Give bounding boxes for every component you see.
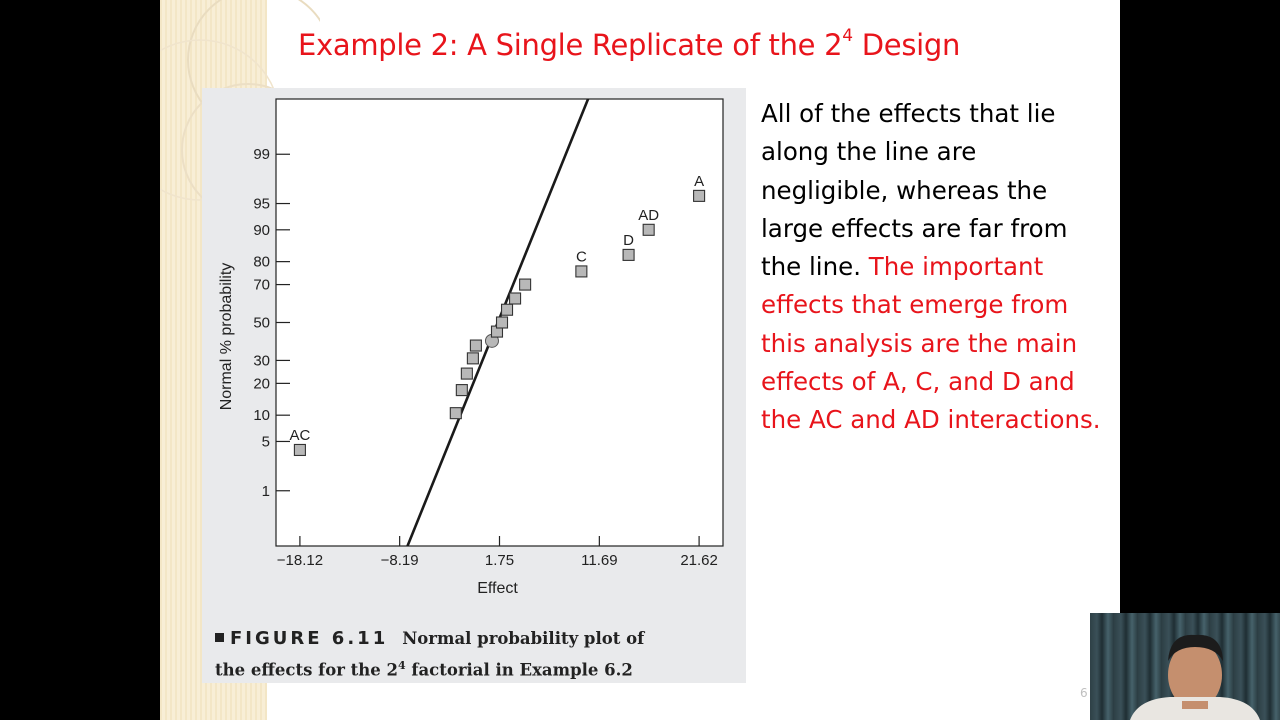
data-point: [622, 248, 635, 261]
x-tick-label: 1.75: [485, 552, 514, 569]
y-tick-label: 70: [253, 277, 270, 294]
y-tick-label: 1: [262, 483, 270, 500]
caption-bullet: [215, 633, 224, 642]
explanation-emphasis: The important effects that emerge from t…: [761, 252, 1101, 435]
caption-line-1: Normal probability plot of: [402, 629, 645, 648]
data-point-label: AC: [289, 427, 310, 444]
data-point: [469, 339, 482, 352]
page-number: 6: [1080, 686, 1088, 700]
data-point: [293, 443, 306, 457]
data-point: [642, 223, 655, 236]
caption-line-2: the effects for the 2: [215, 660, 398, 680]
data-point: [460, 367, 473, 380]
explanation-plain: All of the effects that lie along the li…: [761, 99, 1068, 282]
data-point: [455, 384, 468, 397]
normal-probability-plot: −18.12 −8.19 1.75 11.69 21.62 1 5 10 20 30 50 70 80 9…: [218, 98, 724, 597]
data-point: [575, 265, 588, 278]
y-tick-label: 20: [253, 375, 270, 392]
data-point-label: D: [623, 232, 634, 249]
caption-superscript: 4: [397, 659, 406, 672]
y-tick-label: 50: [253, 315, 270, 332]
slide-title-main: Example 2: A Single Replicate of the 2: [298, 28, 843, 62]
figure-panel: −18.12 −8.19 1.75 11.69 21.62 1 5 10 20 30 50 70 80 9…: [202, 88, 746, 683]
y-tick-label: 10: [253, 407, 270, 424]
data-point: [466, 352, 479, 365]
y-axis-label: Normal % probability: [218, 263, 235, 411]
data-point: [519, 278, 532, 291]
presenter-silhouette: [1130, 634, 1260, 720]
figure-label: FIGURE 6.11: [230, 628, 389, 649]
data-point: [693, 189, 706, 202]
x-axis-label: Effect: [477, 580, 518, 597]
data-point-label: A: [694, 173, 704, 190]
y-tick-label: 95: [253, 196, 270, 213]
slide-title-end: Design: [852, 28, 961, 62]
data-point-label: C: [576, 248, 587, 265]
x-tick-label: −18.12: [277, 552, 323, 569]
x-tick-label: −8.19: [381, 552, 419, 569]
explanation-text: All of the effects that lie along the li…: [761, 95, 1101, 440]
data-point-label: AD: [638, 207, 659, 224]
slide-title: Example 2: A Single Replicate of the 24 …: [298, 26, 961, 62]
data-point: [500, 303, 514, 316]
y-tick-label: 90: [253, 222, 270, 239]
data-point: [495, 316, 509, 329]
y-tick-label: 80: [253, 254, 270, 271]
slide-title-superscript: 4: [842, 26, 853, 47]
y-tick-label: 30: [253, 352, 270, 369]
figure-caption: FIGURE 6.11 Normal probability plot of th…: [215, 625, 735, 684]
data-point: [509, 292, 522, 305]
x-tick-label: 21.62: [680, 552, 718, 569]
webcam-overlay: [1090, 613, 1280, 720]
x-tick-label: 11.69: [581, 552, 617, 569]
caption-line-2-end: factorial in Example 6.2: [405, 660, 633, 680]
y-tick-label: 5: [262, 433, 270, 450]
data-point: [449, 407, 462, 420]
y-tick-label: 99: [253, 146, 270, 163]
slide: Example 2: A Single Replicate of the 24 …: [160, 0, 1120, 720]
